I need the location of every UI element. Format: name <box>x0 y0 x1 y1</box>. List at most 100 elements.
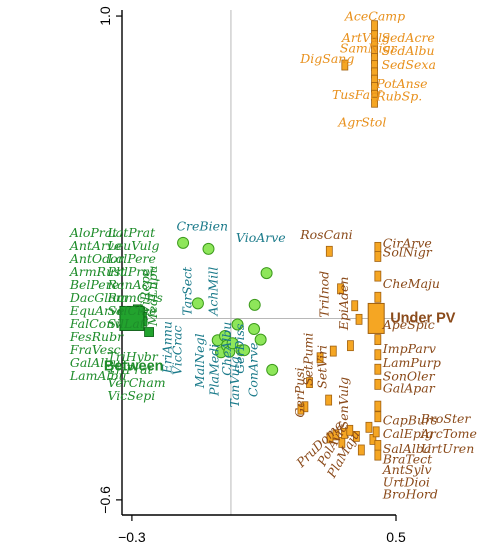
underpv-species-point <box>374 378 382 390</box>
species-label: CapBurs <box>383 412 438 427</box>
species-label: AloPrat <box>69 225 118 240</box>
group-label-between: Between <box>104 358 164 374</box>
species-label: CirArve <box>383 235 432 250</box>
underpv-species-point <box>337 283 344 295</box>
species-label: MedLupu <box>145 265 160 327</box>
species-label: MalNegl <box>192 333 207 389</box>
underpv-species-point <box>374 291 382 303</box>
species-label: ApeSpic <box>382 317 435 332</box>
y-tick-label: −0.6 <box>97 486 113 514</box>
underpv-species-point <box>374 334 382 346</box>
group-centroids <box>119 302 385 334</box>
underpv-species-point <box>365 421 373 433</box>
x-tick-label: 0.5 <box>386 529 406 545</box>
species-label: CreBien <box>176 219 228 234</box>
species-label: SenVulg <box>336 377 351 429</box>
species-label: SonOler <box>383 368 436 383</box>
species-label: EquArve <box>69 303 125 318</box>
species-label: PhlPrat <box>106 264 155 279</box>
species-label: ArcTome <box>420 426 477 441</box>
species-label: LamAlbu <box>69 368 127 383</box>
species-label: TriInod <box>316 271 331 318</box>
species-label: VicSepi <box>107 388 155 403</box>
species-label: TanVulg <box>227 356 242 407</box>
species-label: RanAcri <box>106 277 158 292</box>
x-tick-label: −0.3 <box>118 529 146 545</box>
species-label: AchMill <box>206 267 221 317</box>
group-label-underpv: Under PV <box>390 310 456 326</box>
species-label: TriPrat <box>107 362 153 377</box>
underpv-species-point <box>374 449 382 461</box>
verge-species-point <box>254 333 267 346</box>
verge-species-point <box>238 344 251 357</box>
species-label: AceCamp <box>344 9 405 24</box>
underpv-centroid <box>367 302 385 334</box>
species-label: FesRubr <box>69 329 124 344</box>
species-label: ArmRust <box>69 264 127 279</box>
upper-species-point <box>341 59 349 71</box>
species-label: DacGlom <box>69 290 128 305</box>
species-label: RosCani <box>299 227 352 242</box>
verge-species-point <box>260 267 273 280</box>
species-label: SamNigr <box>340 40 398 55</box>
species-label: EriAnnu <box>160 321 175 374</box>
verge-species-point <box>191 297 204 310</box>
underpv-species-point <box>316 352 324 364</box>
species-label: SetPumi <box>300 333 315 386</box>
species-label: ConArve <box>245 343 260 398</box>
species-label: AntArve <box>69 238 122 253</box>
underpv-species-point <box>297 403 305 415</box>
underpv-species-point <box>325 394 333 406</box>
species-label: SolNigr <box>383 244 433 259</box>
species-label: AntSylv <box>382 462 432 477</box>
underpv-species-point <box>374 440 382 451</box>
species-label: GerPusi <box>292 367 307 417</box>
species-label: SedSexa <box>381 57 435 72</box>
species-label: BroHord <box>382 486 438 501</box>
verge-species-point <box>177 236 190 249</box>
species-label: SilLati <box>107 316 148 331</box>
species-label: CheAlbu <box>219 322 234 376</box>
underpv-species-point <box>355 313 363 325</box>
species-labels: AceCamp ArtVulgSedAcreSamNigrSedAlbuSedSe… <box>69 9 477 502</box>
species-label: DigSang <box>299 51 354 66</box>
underpv-species-point <box>325 245 333 257</box>
underpv-species-point <box>374 270 382 282</box>
species-label: ViRepe <box>138 269 153 314</box>
underpv-species-point <box>374 349 382 361</box>
species-label: SalAlba <box>383 441 432 456</box>
between-species-point <box>144 327 154 337</box>
species-label: BroSter <box>420 411 472 426</box>
species-label: SedAlbu <box>381 43 434 58</box>
underpv-species-point <box>306 377 313 388</box>
species-label: GalAlbu <box>70 355 121 370</box>
between-centroid <box>119 305 145 331</box>
underpv-species-point <box>347 340 354 352</box>
species-label: CheMaju <box>383 276 440 291</box>
underpv-species-point <box>372 426 380 438</box>
underpv-species-point <box>352 430 360 442</box>
species-label: GalApar <box>383 381 436 396</box>
underpv-species-point <box>374 411 382 423</box>
species-label: CalEpig <box>383 426 433 441</box>
group-labels: Between Under PV <box>104 310 456 374</box>
underpv-species-point <box>332 429 340 441</box>
species-label: RubSp. <box>375 89 422 104</box>
species-label: ImpParv <box>382 341 436 356</box>
verge-species-point <box>248 298 261 311</box>
species-label: SedAcre <box>381 30 434 45</box>
species-label: LolPere <box>106 251 155 266</box>
underpv-species-point <box>374 363 382 375</box>
species-label: UrtDioi <box>383 474 430 489</box>
species-label: LatPrat <box>106 225 156 240</box>
underpv-species-point <box>351 300 359 312</box>
underpv-species-point <box>374 251 382 262</box>
species-label: BelPere <box>69 277 119 292</box>
species-label: TusFarf <box>332 87 383 102</box>
species-label: GerDiss <box>232 324 247 374</box>
underpv-species-point <box>374 241 382 253</box>
species-label: ArtVulg <box>341 30 390 45</box>
species-label: FraVesc <box>69 342 121 357</box>
species-label: UrtUren <box>421 441 475 456</box>
